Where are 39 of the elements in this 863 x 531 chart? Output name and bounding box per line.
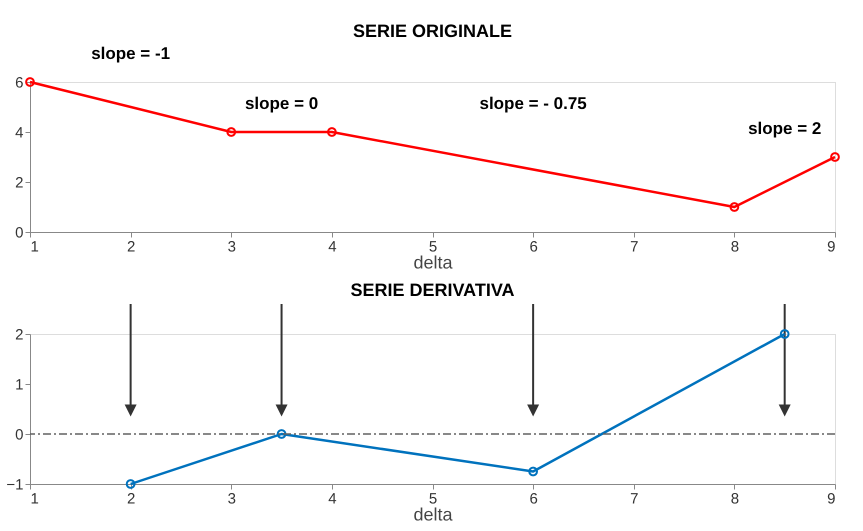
annotation: slope = - 0.75 [480,94,587,113]
y-tick-label: 0 [15,426,24,444]
point [276,429,286,439]
x-tick-label: 8 [730,238,740,256]
y-tick-label: −1 [6,476,24,494]
x-tick-label: 3 [228,238,236,256]
annotation: slope = 0 [244,94,318,113]
x-tick-label: 9 [827,490,836,508]
x-tick-label: 7 [630,490,638,508]
point [730,202,740,212]
chart-title: SERIE DERIVATIVA [350,280,515,300]
x-tick-label: 1 [30,490,39,508]
text: slope = -1 [91,44,170,63]
y-tick-label: 4 [15,124,24,142]
x-tick-label: 1 [30,238,39,256]
y-tick-label: 2 [15,326,24,344]
y-tick-label: 6 [15,74,24,92]
x-tick-label: 6 [529,490,538,508]
point [528,466,538,476]
x-tick-label: 8 [730,490,740,508]
y-tick-label: 0 [15,224,24,242]
x-tick-label: 6 [529,238,538,256]
x-tick-label: 4 [328,490,337,508]
chart-title: SERIE ORIGINALE [352,21,512,41]
x-tick-label: 9 [827,238,836,256]
x-tick-label: 2 [126,490,136,508]
y-tick-label: 2 [15,174,24,192]
x-tick-label: 5 [428,238,438,256]
x-axis-title: delta [413,252,454,272]
point [327,127,337,137]
annotation: slope = 2 [748,119,822,138]
y-tick-label: 1 [15,376,24,394]
x-axis-title: delta [413,504,454,524]
point [226,127,236,137]
x-tick-label: 3 [228,490,236,508]
x-tick-label: 2 [126,238,136,256]
x-tick-label: 5 [428,490,438,508]
x-tick-label: 7 [630,238,638,256]
x-tick-label: 4 [328,238,337,256]
